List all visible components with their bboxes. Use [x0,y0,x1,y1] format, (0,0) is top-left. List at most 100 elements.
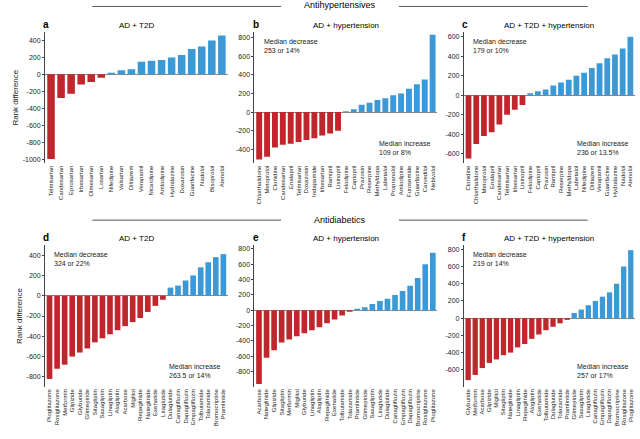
svg-text:400: 400 [29,252,41,259]
svg-text:Dapagliflozin: Dapagliflozin [407,389,413,423]
svg-text:d: d [43,232,49,243]
svg-text:400: 400 [448,280,460,287]
svg-text:400: 400 [29,37,41,44]
svg-text:Glimepiride: Glimepiride [84,389,90,420]
svg-text:Reserpine: Reserpine [367,165,373,193]
svg-text:Liraglutide: Liraglutide [377,389,383,417]
svg-text:Reserpine: Reserpine [558,165,564,193]
svg-text:Amlodipine: Amlodipine [159,165,165,195]
svg-text:a: a [43,19,49,30]
svg-text:Nateglinide: Nateglinide [508,389,514,420]
svg-text:0: 0 [456,92,460,99]
svg-text:Diltiazem: Diltiazem [589,166,595,191]
svg-text:Glyburide: Glyburide [465,389,471,415]
svg-text:-600: -600 [236,353,250,360]
svg-text:Linagliptin: Linagliptin [309,389,315,416]
svg-text:Linagliptin: Linagliptin [107,389,113,416]
svg-text:Empagliflozin: Empagliflozin [400,389,406,425]
svg-text:-200: -200 [445,111,459,118]
svg-text:Median increase263.5 or 14%: Median increase263.5 or 14% [169,363,220,379]
svg-text:Guanfacine: Guanfacine [414,165,420,196]
svg-text:400: 400 [238,276,250,283]
svg-text:Atenolol: Atenolol [219,166,225,188]
svg-text:Labetalol: Labetalol [573,166,579,190]
svg-text:c: c [462,19,468,30]
svg-text:Nifedipine: Nifedipine [108,165,114,192]
svg-text:Median increase236 or 13.5%: Median increase236 or 13.5% [577,140,628,156]
svg-text:Rank difference: Rank difference [11,69,20,125]
svg-text:200: 200 [238,90,250,97]
svg-text:-800: -800 [27,373,41,380]
svg-text:Pramlintide: Pramlintide [564,389,570,420]
svg-text:Pioglitazone: Pioglitazone [46,389,52,422]
svg-text:Carvedilol: Carvedilol [422,166,428,193]
svg-text:Alogliptin: Alogliptin [316,389,322,413]
svg-text:Acarbose: Acarbose [256,389,262,415]
svg-text:Metoprolol: Metoprolol [264,166,270,194]
svg-text:Repaglinide: Repaglinide [137,389,143,421]
svg-text:Sitagliptin: Sitagliptin [92,389,98,415]
svg-text:0: 0 [246,307,250,314]
svg-text:Diltiazem: Diltiazem [128,166,134,191]
svg-text:Candesartan: Candesartan [280,166,286,200]
svg-text:-400: -400 [445,349,459,356]
svg-text:Verapamil: Verapamil [138,166,144,193]
svg-text:Ramipril: Ramipril [327,166,333,188]
svg-text:e: e [253,232,259,243]
svg-text:Median decrease253 or 14%: Median decrease253 or 14% [264,38,318,54]
svg-text:Labetalol: Labetalol [382,166,388,190]
svg-text:Tolazamide: Tolazamide [205,389,211,420]
svg-text:Glyburide: Glyburide [77,389,83,415]
svg-text:Bromocriptine: Bromocriptine [614,389,620,427]
svg-text:Telmisartan: Telmisartan [48,166,54,197]
svg-text:-400: -400 [27,105,41,112]
svg-text:Doxazosin: Doxazosin [179,166,185,194]
svg-text:Tolbutamide: Tolbutamide [339,389,345,422]
svg-text:200: 200 [448,297,460,304]
svg-text:-200: -200 [445,332,459,339]
svg-text:Glimepiride: Glimepiride [571,389,577,420]
svg-text:600: 600 [448,263,460,270]
svg-text:Rosiglitazone: Rosiglitazone [422,389,428,426]
svg-text:AD + hypertension: AD + hypertension [313,21,379,30]
svg-text:Nadolol: Nadolol [620,166,626,186]
svg-text:-200: -200 [27,88,41,95]
svg-text:600: 600 [238,261,250,268]
svg-text:Pioglitazone: Pioglitazone [628,389,634,422]
svg-text:-800: -800 [27,139,41,146]
svg-text:Ramipril: Ramipril [550,166,556,188]
svg-text:-200: -200 [236,127,250,134]
svg-text:Miglitol: Miglitol [493,389,499,408]
svg-text:Nateglinide: Nateglinide [145,389,151,420]
svg-text:Nadolol: Nadolol [199,166,205,186]
svg-text:Bromocriptine: Bromocriptine [213,389,219,427]
svg-text:Canagliflozin: Canagliflozin [392,389,398,423]
svg-text:Empagliflozin: Empagliflozin [599,389,605,425]
svg-text:Glipizide: Glipizide [271,389,277,413]
svg-text:Irbesartan: Irbesartan [78,166,84,193]
svg-text:Prazosin: Prazosin [359,166,365,189]
svg-text:Median decrease324 or 22%: Median decrease324 or 22% [54,251,108,267]
svg-text:Valsartan: Valsartan [118,166,124,191]
svg-text:Methyldopa: Methyldopa [374,165,380,197]
svg-text:-600: -600 [445,150,459,157]
svg-text:-400: -400 [445,131,459,138]
svg-text:-200: -200 [27,312,41,319]
svg-text:Verapamil: Verapamil [597,166,603,193]
svg-text:Acarbose: Acarbose [122,389,128,415]
svg-text:Tolbutamide: Tolbutamide [543,389,549,422]
svg-text:Atenolol: Atenolol [627,166,633,188]
svg-text:Pramlintide: Pramlintide [354,389,360,420]
svg-text:Enalapril: Enalapril [489,166,495,189]
svg-text:Median decrease219 or 14%: Median decrease219 or 14% [473,251,527,267]
svg-text:Tolazamide: Tolazamide [557,389,563,420]
svg-text:600: 600 [238,53,250,60]
svg-text:Median decrease179 or 10%: Median decrease179 or 10% [473,38,527,54]
svg-text:Sitagliptin: Sitagliptin [279,389,285,415]
svg-text:Lisinopril: Lisinopril [335,166,341,190]
svg-text:400: 400 [238,71,250,78]
svg-text:0: 0 [37,71,41,78]
svg-text:Metoprolol: Metoprolol [481,166,487,194]
svg-text:0: 0 [246,109,250,116]
svg-text:Alogliptin: Alogliptin [115,389,121,413]
